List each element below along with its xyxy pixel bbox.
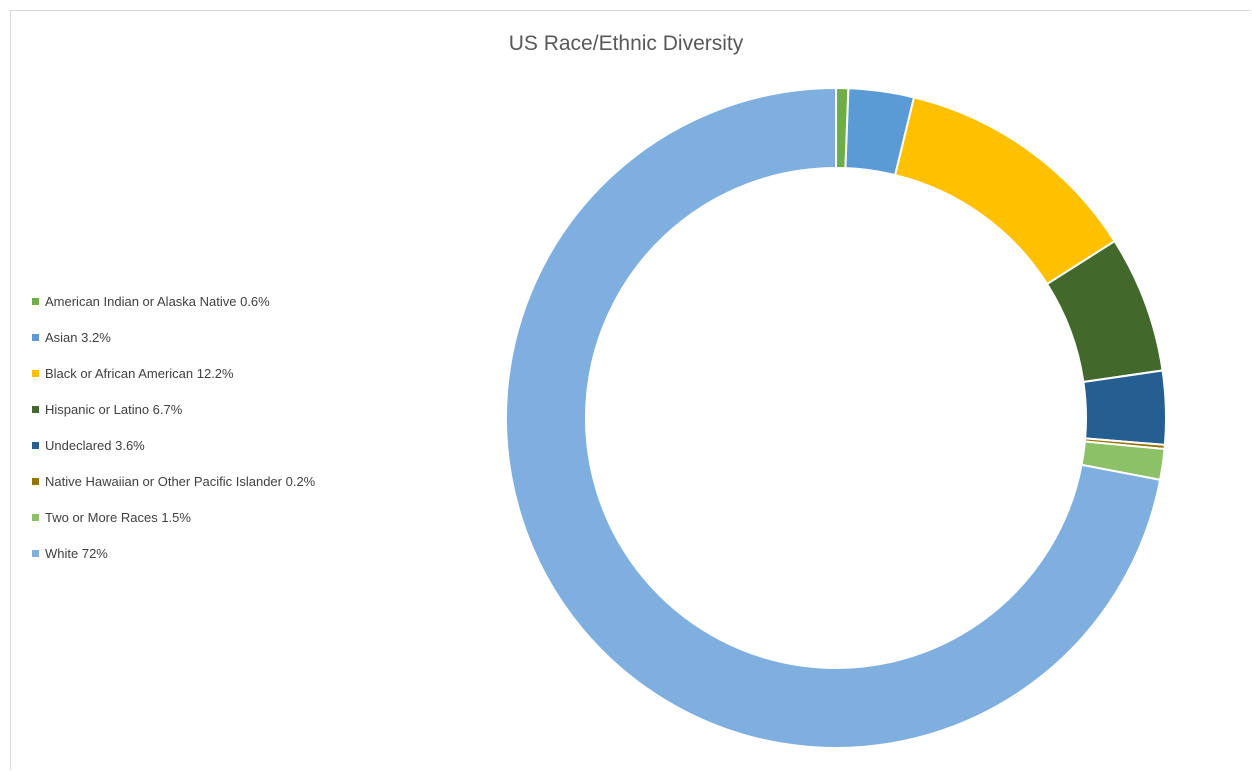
- legend-swatch: [32, 369, 39, 377]
- chart-area: [10, 10, 1251, 770]
- legend-item: Asian 3.2%: [32, 319, 315, 355]
- legend-label: Two or More Races 1.5%: [45, 509, 191, 525]
- legend-item: Black or African American 12.2%: [32, 355, 315, 391]
- legend-swatch: [32, 549, 39, 557]
- legend-label: American Indian or Alaska Native 0.6%: [45, 293, 270, 309]
- donut-slice-undeclared: [1082, 369, 1167, 447]
- legend-label: Hispanic or Latino 6.7%: [45, 401, 183, 417]
- legend: American Indian or Alaska Native 0.6% Asi…: [32, 283, 315, 571]
- legend-item: White 72%: [32, 535, 315, 571]
- legend-item: Two or More Races 1.5%: [32, 499, 315, 535]
- donut-slice-white: [505, 86, 1162, 749]
- legend-swatch: [32, 333, 39, 341]
- legend-swatch: [32, 405, 39, 413]
- legend-label: Undeclared 3.6%: [45, 437, 145, 453]
- legend-label: Native Hawaiian or Other Pacific Islande…: [45, 473, 316, 489]
- donut-slice-black-or-african-american: [893, 96, 1117, 286]
- legend-item: Native Hawaiian or Other Pacific Islande…: [32, 463, 315, 499]
- chart-title: US Race/Ethnic Diversity: [508, 32, 744, 55]
- legend-item: American Indian or Alaska Native 0.6%: [32, 283, 315, 319]
- legend-label: Asian 3.2%: [45, 329, 111, 345]
- legend-label: Black or African American 12.2%: [45, 365, 234, 381]
- legend-item: Hispanic or Latino 6.7%: [32, 391, 315, 427]
- legend-swatch: [32, 513, 39, 521]
- legend-label: White 72%: [45, 545, 108, 561]
- legend-swatch: [32, 441, 39, 449]
- legend-swatch: [32, 477, 39, 485]
- legend-swatch: [32, 297, 39, 305]
- legend-item: Undeclared 3.6%: [32, 427, 315, 463]
